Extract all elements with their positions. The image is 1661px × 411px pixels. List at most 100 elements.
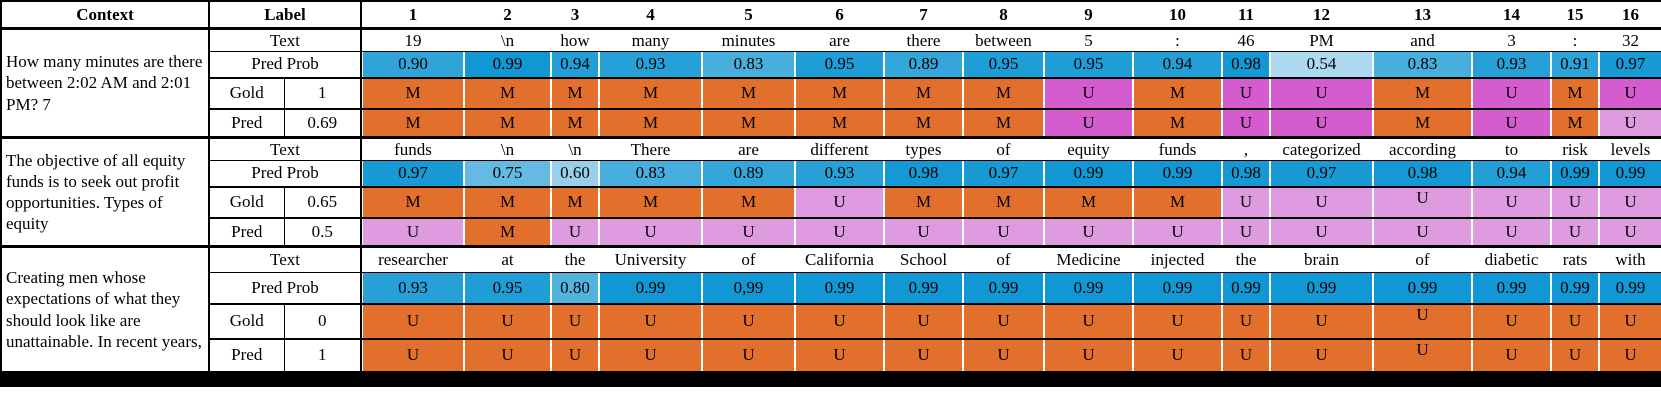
- gold-class-letter: U: [1271, 187, 1372, 216]
- token-cell: researcher: [361, 246, 464, 273]
- token-cell: 3: [1472, 28, 1551, 52]
- prob-cell: 0.99: [795, 272, 884, 305]
- token-prediction-figure: Context Label 1 2 3 4 5 6 7 8 9 10 11 12 13 14 15 16 Ho…: [0, 0, 1661, 387]
- token-cell: 32: [1599, 28, 1661, 52]
- gold-class-letter: M: [796, 78, 883, 107]
- prob-value: 0.97: [1600, 52, 1661, 76]
- prob-cell: 0.90: [361, 51, 464, 79]
- prob-value: 0.99: [796, 273, 883, 302]
- prob-value: 0.99: [1134, 273, 1221, 302]
- pred-class-letter: U: [1223, 218, 1269, 244]
- prob-value: 0.89: [885, 52, 962, 76]
- pred-class-letter: U: [1552, 339, 1598, 370]
- gold-class-letter: M: [465, 187, 550, 216]
- pred-class-cell: M: [1373, 108, 1472, 139]
- prob-cell: 0.97: [963, 160, 1044, 188]
- gold-class-letter: U: [1271, 78, 1372, 107]
- gold-class-letter: U: [1374, 187, 1471, 216]
- prob-cell: 0.93: [599, 51, 702, 79]
- pred-class-cell: U: [361, 338, 464, 374]
- header-row: Context Label 1 2 3 4 5 6 7 8 9 10 11 12 13 14 15 16: [1, 1, 1661, 30]
- pred-class-letter: U: [1473, 109, 1550, 135]
- pred-class-letter: U: [964, 218, 1043, 244]
- pred-label-value: 0.69: [284, 108, 362, 139]
- pred-class-cell: M: [795, 108, 884, 139]
- pred-class-cell: U: [1373, 217, 1472, 248]
- pred-class-letter: U: [796, 339, 883, 370]
- pred-class-letter: M: [964, 109, 1043, 135]
- token-column-header: 10: [1133, 1, 1222, 30]
- prob-value: 0.99: [1552, 161, 1598, 185]
- row-label-text: Text: [209, 246, 362, 273]
- prob-value: 0.94: [1134, 52, 1221, 76]
- prob-cell: 0.95: [1044, 51, 1133, 79]
- pred-class-cell: U: [1270, 217, 1373, 248]
- token-cell: of: [963, 137, 1044, 161]
- table-row: Pred 0.5 U M U U U U U U U U U U U U U U: [1, 217, 1661, 248]
- prob-value: 0.97: [964, 161, 1043, 185]
- prob-cell: 0.89: [884, 51, 963, 79]
- gold-class-letter: M: [600, 78, 701, 107]
- pred-class-cell: U: [884, 338, 963, 374]
- gold-class-letter: U: [363, 304, 463, 337]
- prob-value: 0.83: [600, 161, 701, 185]
- prob-cell: 0.99: [1044, 160, 1133, 188]
- pred-class-letter: U: [1045, 218, 1132, 244]
- token-cell: PM: [1270, 28, 1373, 52]
- pred-class-cell: U: [1599, 338, 1661, 374]
- prob-cell: 0.99: [464, 51, 551, 79]
- prob-value: 0.97: [1271, 161, 1372, 185]
- token-cell: rats: [1551, 246, 1599, 273]
- prob-cell: 0.54: [1270, 51, 1373, 79]
- token-column-header: 16: [1599, 1, 1661, 30]
- prob-cell: 0.95: [795, 51, 884, 79]
- token-cell: funds: [361, 137, 464, 161]
- gold-class-cell: U: [1044, 303, 1133, 340]
- prob-cell: 0.99: [599, 272, 702, 305]
- table-row: Pred 0.69 M M M M M M M M U M U U M U M U: [1, 108, 1661, 139]
- gold-class-cell: U: [1133, 303, 1222, 340]
- table-row: Gold 1 M M M M M M M M U M U U M U M U: [1, 77, 1661, 110]
- token-cell: are: [795, 28, 884, 52]
- prob-value: 0.99: [1045, 161, 1132, 185]
- pred-class-cell: U: [1472, 108, 1551, 139]
- pred-class-cell: U: [795, 217, 884, 248]
- token-prediction-table: Context Label 1 2 3 4 5 6 7 8 9 10 11 12 13 14 15 16 Ho…: [0, 0, 1661, 374]
- pred-class-letter: U: [600, 218, 701, 244]
- pred-class-cell: U: [1133, 217, 1222, 248]
- pred-class-cell: M: [1133, 108, 1222, 139]
- prob-value: 0.93: [363, 273, 463, 302]
- row-label-text: Text: [209, 137, 362, 161]
- prob-cell: 0.97: [1270, 160, 1373, 188]
- pred-class-letter: U: [885, 339, 962, 370]
- gold-class-letter: U: [1223, 304, 1269, 337]
- gold-class-letter: M: [703, 187, 794, 216]
- row-label-gold: Gold: [209, 303, 285, 340]
- pred-class-letter: M: [885, 109, 962, 135]
- pred-class-cell: U: [1222, 217, 1270, 248]
- gold-class-letter: U: [1600, 304, 1661, 337]
- row-label-pred: Pred: [209, 338, 285, 374]
- gold-class-cell: U: [361, 303, 464, 340]
- pred-class-letter: U: [796, 218, 883, 244]
- gold-class-cell: U: [551, 303, 599, 340]
- label-column-header: Label: [209, 1, 362, 30]
- token-column-header: 6: [795, 1, 884, 30]
- table-row: The objective of all equity funds is to …: [1, 137, 1661, 248]
- gold-class-cell: M: [1373, 77, 1472, 110]
- gold-class-cell: M: [551, 186, 599, 219]
- pred-class-cell: M: [702, 108, 795, 139]
- gold-label-value: 0.65: [284, 186, 362, 219]
- gold-class-letter: U: [1600, 187, 1661, 216]
- gold-class-letter: M: [964, 187, 1043, 216]
- pred-class-letter: U: [1223, 109, 1269, 135]
- prob-value: 0.99: [1374, 273, 1471, 302]
- token-cell: 5: [1044, 28, 1133, 52]
- token-cell: of: [702, 246, 795, 273]
- token-cell: the: [1222, 246, 1270, 273]
- gold-class-cell: U: [1472, 186, 1551, 219]
- pred-class-letter: U: [552, 339, 598, 370]
- pred-class-letter: U: [703, 339, 794, 370]
- gold-class-cell: M: [884, 186, 963, 219]
- token-cell: \n: [464, 28, 551, 52]
